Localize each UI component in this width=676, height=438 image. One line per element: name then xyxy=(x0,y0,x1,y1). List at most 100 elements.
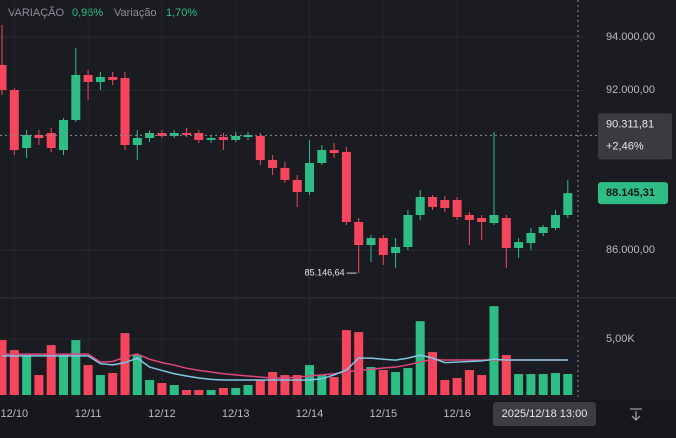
candle-body xyxy=(403,215,413,247)
x-tick-label: 12/14 xyxy=(296,408,324,420)
volume-bar xyxy=(34,375,44,395)
volume-bar xyxy=(145,380,155,395)
x-tick-label: 12/10 xyxy=(1,408,29,420)
crosshair-change: +2,46% xyxy=(606,140,644,152)
volume-bar xyxy=(194,390,204,395)
candle-body xyxy=(292,179,302,192)
candle-body xyxy=(415,197,425,215)
candle-body xyxy=(145,133,155,139)
volume-bar xyxy=(341,330,351,395)
last-price: 88.145,31 xyxy=(606,187,655,199)
volume-bar xyxy=(452,378,462,395)
candle-body xyxy=(452,199,462,217)
crosshair-time-box xyxy=(493,402,596,426)
volume-bar xyxy=(391,372,401,395)
candle-body xyxy=(280,167,290,180)
low-label: 85.146,64 xyxy=(305,267,345,277)
candle-body xyxy=(464,215,474,220)
volume-bar xyxy=(428,352,437,395)
volume-bar xyxy=(354,332,364,395)
volume-bar xyxy=(403,368,413,395)
volume-bar xyxy=(280,375,290,395)
volume-bar xyxy=(514,374,524,395)
volume-bar xyxy=(551,373,560,395)
candle-body xyxy=(305,163,314,192)
candle-body xyxy=(95,77,105,83)
candle-body xyxy=(268,159,278,168)
volume-bar xyxy=(489,306,499,395)
candle-body xyxy=(514,242,524,248)
header-value: 1,70% xyxy=(166,7,197,19)
volume-bar xyxy=(477,375,487,395)
candle-body xyxy=(526,233,536,243)
y-tick-label: 86.000,00 xyxy=(606,244,655,256)
x-tick-label: 12/16 xyxy=(443,408,471,420)
candle-body xyxy=(243,135,253,137)
crosshair-price: 90.311,81 xyxy=(606,118,654,130)
volume-bar xyxy=(415,321,425,395)
volume-bar xyxy=(218,388,228,395)
volume-bar xyxy=(366,367,376,395)
volume-bar xyxy=(440,380,450,395)
candle-body xyxy=(120,78,130,145)
volume-bar xyxy=(563,374,573,395)
volume-bar xyxy=(95,375,105,395)
candle-body xyxy=(538,227,548,233)
volume-bar xyxy=(120,333,130,395)
icon-glyph[interactable] xyxy=(630,408,642,421)
candle-body xyxy=(428,197,437,207)
volume-bar xyxy=(132,355,142,395)
candle-body xyxy=(108,77,118,80)
candle-body xyxy=(440,199,450,208)
candle-body xyxy=(218,137,228,140)
volume-bar xyxy=(526,374,536,395)
volume-bar xyxy=(22,355,32,395)
candle-body xyxy=(9,90,19,151)
candle-body xyxy=(563,193,573,215)
last-price-box xyxy=(598,182,668,205)
y-tick-label: 92.000,00 xyxy=(606,84,655,96)
candle-body xyxy=(551,215,560,228)
scroll-icon[interactable] xyxy=(622,403,648,425)
volume-bar xyxy=(255,380,265,395)
volume-bar xyxy=(378,370,388,395)
candle-body xyxy=(132,138,142,145)
volume-ma-line xyxy=(2,353,568,379)
candle-body xyxy=(378,238,388,255)
header-label: VARIAÇÃO xyxy=(8,6,64,19)
candle-body xyxy=(22,135,32,148)
volume-bar xyxy=(169,385,179,395)
candle-body xyxy=(194,133,204,140)
candle-body xyxy=(0,65,7,91)
candle-body xyxy=(169,133,179,136)
y-tick-label: 5,00K xyxy=(606,333,635,345)
volume-bar xyxy=(243,385,253,395)
candle-body xyxy=(501,218,511,248)
candle-body xyxy=(46,133,56,148)
volume-bar xyxy=(231,388,241,395)
x-tick-label: 12/15 xyxy=(370,408,398,420)
volume-bar xyxy=(292,375,302,395)
volume-bar xyxy=(46,345,56,395)
volume-bar xyxy=(157,383,167,395)
candle-body xyxy=(59,119,68,151)
candle-body xyxy=(354,222,364,245)
crosshair-price-box xyxy=(598,113,672,160)
candle-body xyxy=(71,75,81,120)
candle-body xyxy=(34,135,44,139)
candle-body xyxy=(329,150,339,153)
volume-bar xyxy=(464,370,474,395)
volume-bar xyxy=(501,355,511,395)
candle-body xyxy=(206,138,216,140)
volume-bar xyxy=(83,365,93,395)
volume-bar xyxy=(538,374,548,395)
volume-bar xyxy=(206,390,216,395)
candle-body xyxy=(489,215,499,223)
volume-bar xyxy=(317,375,327,395)
x-tick-label: 12/11 xyxy=(75,408,102,420)
volume-bar xyxy=(329,377,339,395)
volume-bar xyxy=(59,355,68,395)
candle-body xyxy=(317,150,327,163)
crosshair-time: 2025/12/18 13:00 xyxy=(502,408,588,420)
volume-bar xyxy=(268,372,278,395)
